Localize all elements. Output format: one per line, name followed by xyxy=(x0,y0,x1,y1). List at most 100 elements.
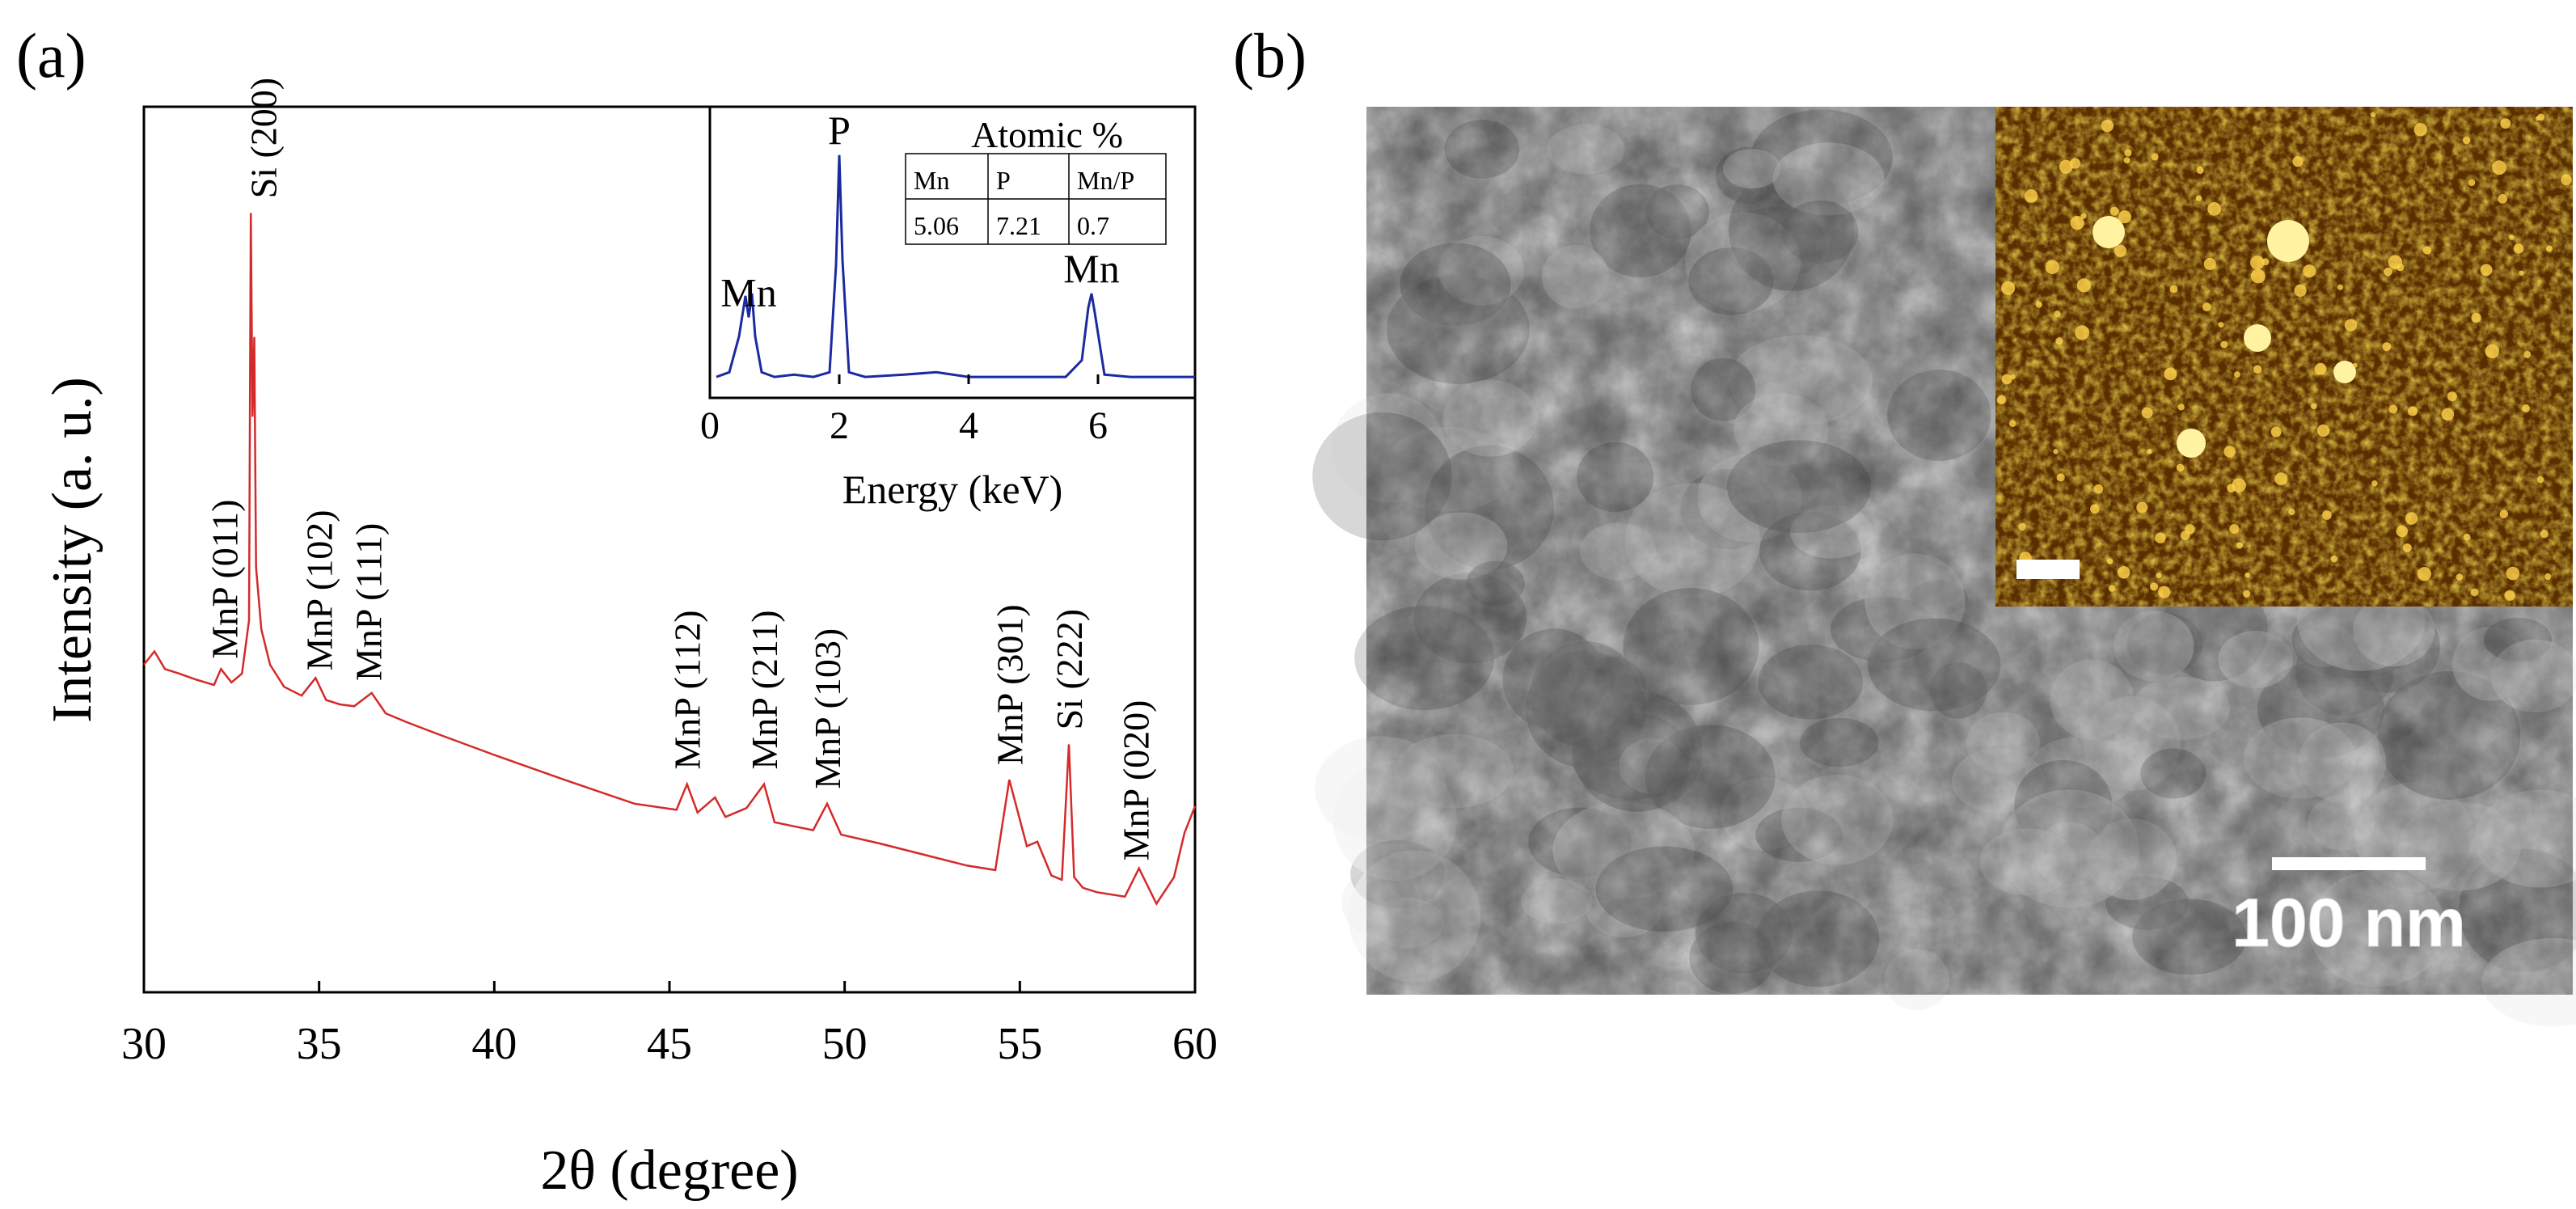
sem-grain xyxy=(1781,774,1894,865)
peak-annotation: MnP (112) xyxy=(667,610,708,769)
afm-particle xyxy=(2535,116,2540,121)
afm-particle xyxy=(2151,153,2159,161)
afm-particle xyxy=(2220,340,2228,349)
afm-particle xyxy=(2059,159,2073,174)
afm-particle xyxy=(2384,267,2392,277)
sem-grain xyxy=(1697,454,1802,543)
afm-particle xyxy=(2447,391,2457,402)
sem-grain xyxy=(1929,662,1987,719)
afm-particle xyxy=(2322,510,2332,520)
afm-particle xyxy=(2177,429,2206,458)
sem-grain xyxy=(2490,639,2576,712)
sem-grain xyxy=(2218,631,2293,688)
afm-particle xyxy=(2402,543,2412,552)
sem-grain xyxy=(1979,828,2076,896)
afm-particle xyxy=(2422,246,2432,255)
eds-peak-annotation: Mn xyxy=(1063,246,1119,291)
x-tick-label: 55 xyxy=(997,1019,1042,1069)
sem-grain xyxy=(2298,722,2387,803)
sem-grain xyxy=(2458,848,2576,973)
sem-grain xyxy=(2086,818,2177,900)
afm-particle xyxy=(2055,337,2063,345)
atomic-table-header-mn: Mn xyxy=(914,166,949,195)
sem-grain xyxy=(1755,807,1843,862)
afm-particle xyxy=(2337,284,2343,290)
sem-grain xyxy=(2083,695,2181,791)
afm-particle xyxy=(2485,344,2500,359)
sem-grain xyxy=(1525,650,1646,768)
atomic-table-value-p: 7.21 xyxy=(996,211,1041,240)
afm-particle xyxy=(2371,480,2378,487)
afm-particle xyxy=(2080,213,2087,219)
sem-grain xyxy=(2025,736,2139,808)
sem-grain xyxy=(1580,522,1657,581)
sem-grain xyxy=(1830,596,1937,662)
sem-grain xyxy=(1521,878,1593,924)
x-tick-label: 35 xyxy=(297,1019,342,1069)
sem-grain xyxy=(1590,184,1691,278)
sem-grain xyxy=(1758,645,1864,720)
afm-particle xyxy=(2405,512,2418,525)
afm-particle xyxy=(2018,522,2026,531)
afm-particle xyxy=(2471,312,2481,323)
afm-particle xyxy=(2123,157,2130,164)
afm-particle xyxy=(2303,264,2316,278)
afm-particle xyxy=(2344,319,2358,332)
afm-particle xyxy=(2382,342,2392,352)
afm-particle xyxy=(2223,446,2236,458)
afm-particle xyxy=(2229,523,2240,534)
sem-grain xyxy=(1867,618,2001,712)
sem-grain xyxy=(1781,200,1859,264)
sem-grain xyxy=(1720,777,1807,852)
sem-grain xyxy=(1864,553,1966,649)
xrd-series-line xyxy=(143,213,1197,907)
sem-grain xyxy=(2474,789,2576,888)
sem-grain xyxy=(2295,627,2395,716)
sem-grain xyxy=(1586,880,1662,938)
afm-particle xyxy=(2109,206,2119,216)
afm-particle xyxy=(2388,255,2402,269)
sem-scale-label: 100 nm xyxy=(2232,885,2466,961)
afm-particle xyxy=(2001,374,2012,385)
sem-grain xyxy=(1750,109,1893,206)
afm-particle xyxy=(2001,281,2016,295)
sem-grain xyxy=(1887,370,1991,461)
sem-grain xyxy=(2033,822,2104,887)
sem-grain xyxy=(1910,580,1968,615)
x-tick-label: 50 xyxy=(822,1019,868,1069)
sem-grain xyxy=(1528,807,1632,877)
afm-particle xyxy=(2504,590,2515,601)
atomic-table-value-mn: 5.06 xyxy=(914,211,959,240)
sem-grain xyxy=(1884,949,1949,1011)
sem-grain xyxy=(1466,560,1525,607)
sem-grain xyxy=(1414,512,1508,580)
sem-grain xyxy=(1619,738,1687,794)
afm-particle xyxy=(2492,160,2507,175)
afm-particle xyxy=(1996,395,2007,405)
afm-particle xyxy=(2470,588,2479,597)
afm-particle xyxy=(2244,324,2271,352)
afm-particle xyxy=(2176,463,2185,472)
sem-grain xyxy=(2050,659,2134,740)
sem-grain xyxy=(1400,243,1511,326)
afm-particle xyxy=(2261,258,2270,266)
sem-grain xyxy=(1341,867,1423,938)
sem-grain xyxy=(2308,869,2446,987)
afm-particle xyxy=(2544,573,2552,580)
afm-particle xyxy=(2253,365,2262,374)
afm-particle xyxy=(2106,558,2114,564)
sem-grain xyxy=(1425,445,1554,570)
afm-particle xyxy=(2480,264,2493,277)
sem-grain xyxy=(1332,393,1445,503)
sem-grain xyxy=(2333,600,2440,693)
sem-grain xyxy=(1552,801,1695,900)
peak-annotation: Si (222) xyxy=(1049,609,1090,730)
sem-grain xyxy=(1689,921,1776,995)
sem-grain xyxy=(1386,275,1530,384)
sem-grain xyxy=(1438,235,1525,306)
afm-particle xyxy=(2396,525,2409,538)
afm-particle xyxy=(2045,260,2060,274)
atomic-table-title: Atomic % xyxy=(971,114,1123,155)
sem-grain xyxy=(2353,594,2435,666)
panel-a-label: (a) xyxy=(16,20,87,91)
